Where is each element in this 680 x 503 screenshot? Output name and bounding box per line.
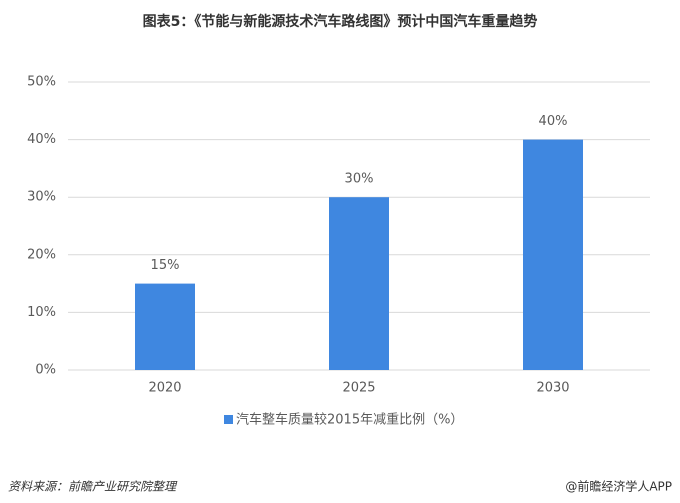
y-tick-label: 0% xyxy=(35,363,56,378)
data-label: 30% xyxy=(345,172,374,187)
y-tick-label: 20% xyxy=(27,247,56,262)
bar xyxy=(135,283,195,370)
y-tick-label: 50% xyxy=(27,75,56,90)
x-tick-label: 2030 xyxy=(536,381,569,396)
source-note: 资料来源：前瞻产业研究院整理 xyxy=(8,480,178,494)
credit: @前瞻经济学人APP xyxy=(565,479,672,494)
bar xyxy=(523,139,583,370)
y-tick-label: 10% xyxy=(27,305,56,320)
legend-label: 汽车整车质量较2015年减重比例（%） xyxy=(236,412,463,428)
x-tick-label: 2020 xyxy=(148,381,181,396)
y-tick-label: 30% xyxy=(27,190,56,205)
legend-swatch xyxy=(224,415,233,424)
bar xyxy=(329,197,389,370)
x-tick-label: 2025 xyxy=(342,381,375,396)
data-label: 15% xyxy=(151,258,180,273)
data-label: 40% xyxy=(539,114,568,129)
chart-title: 图表5：《节能与新能源技术汽车路线图》预计中国汽车重量趋势 xyxy=(143,13,538,30)
y-tick-label: 40% xyxy=(27,132,56,147)
